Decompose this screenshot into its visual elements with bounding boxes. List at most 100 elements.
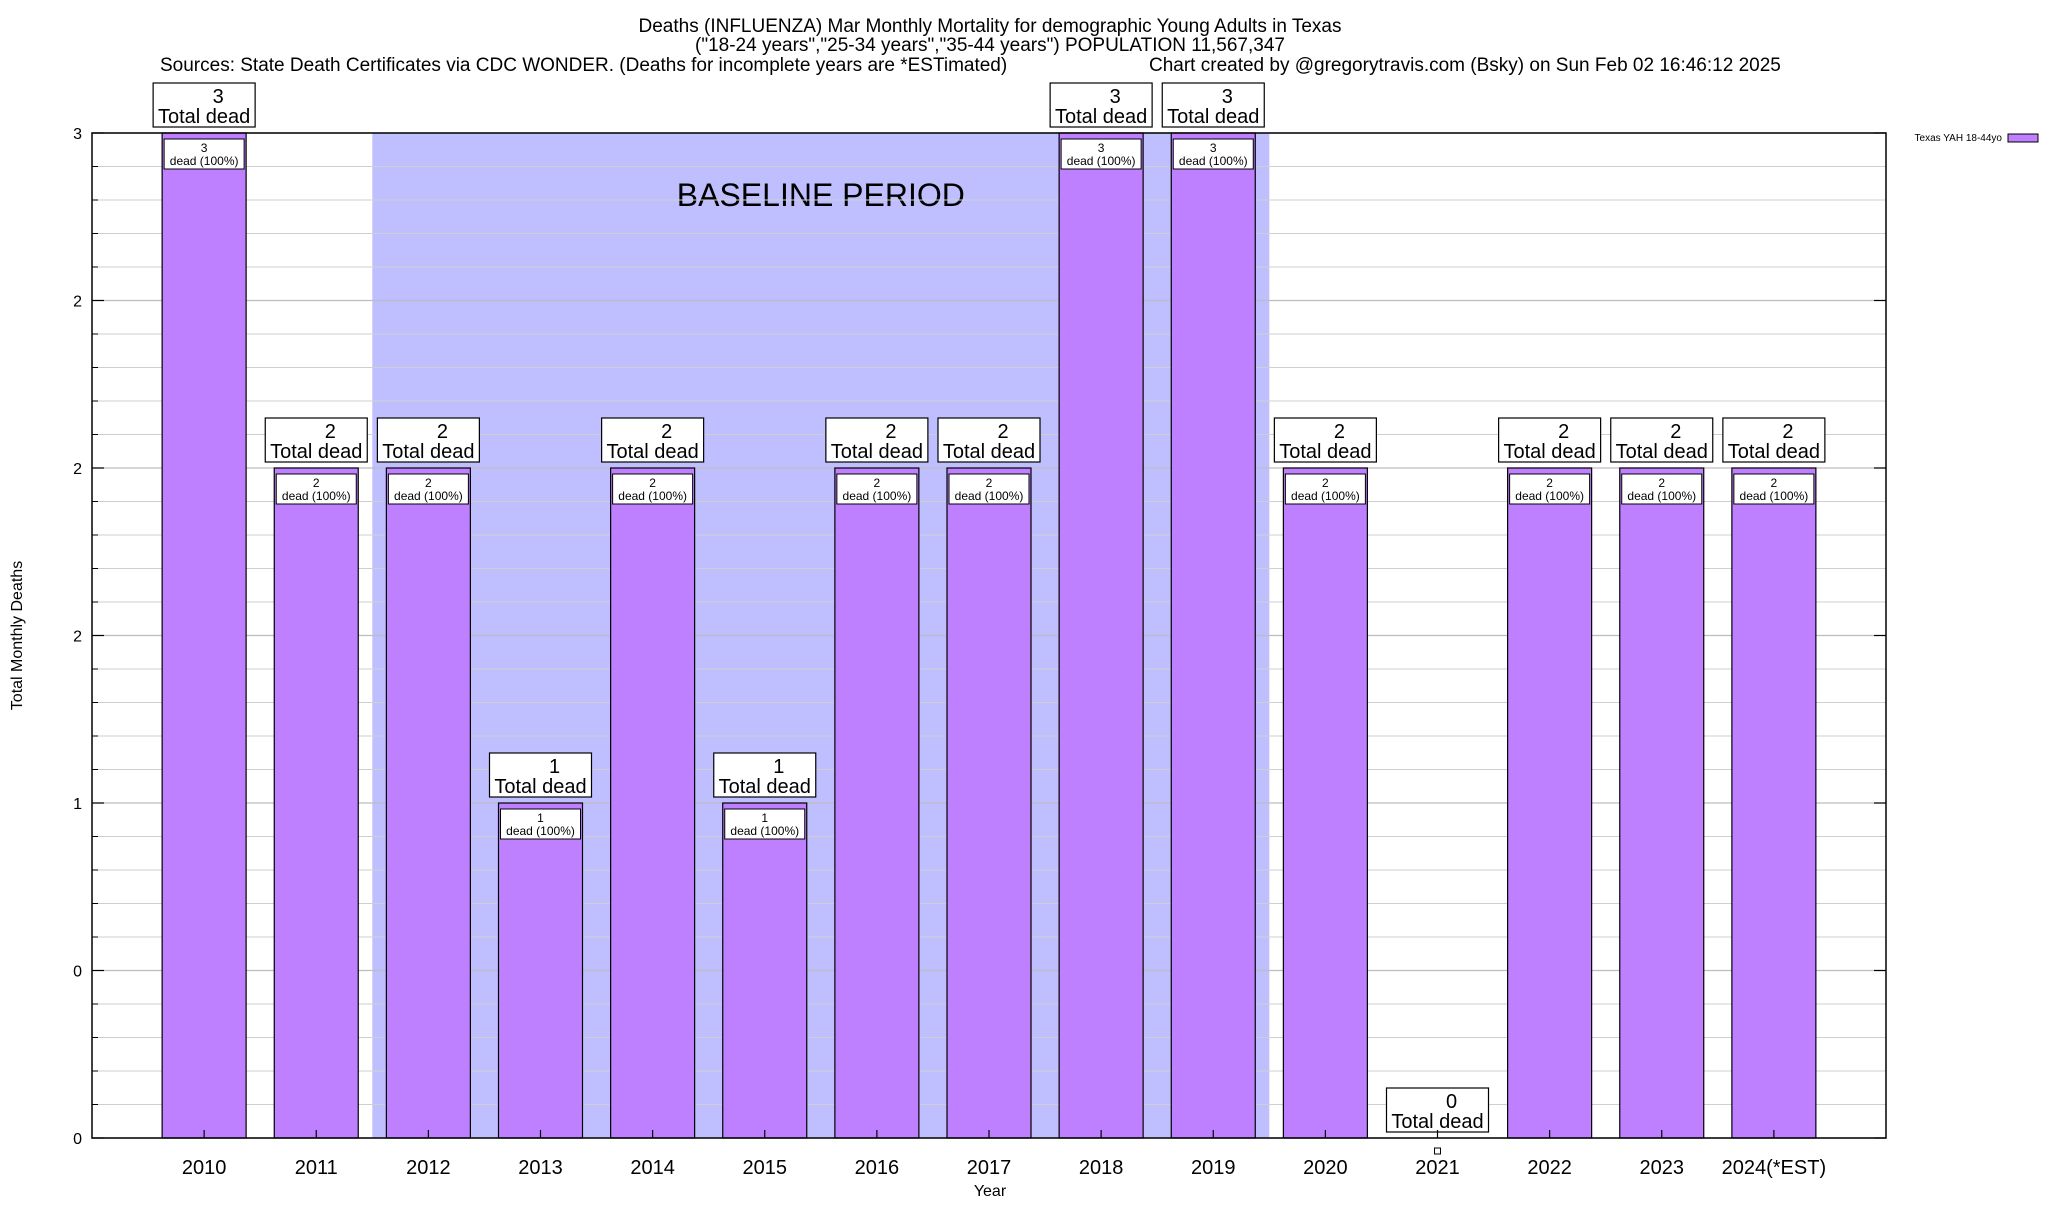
bar-inner-label: dead (100%)	[730, 824, 799, 838]
total-label: Total dead	[1279, 441, 1371, 463]
total-label: Total dead	[1728, 441, 1820, 463]
total-label-box	[1161, 82, 1265, 128]
bar-2017	[946, 467, 1032, 1139]
bar-inner-label: dead (100%)	[1179, 154, 1248, 168]
total-value: 3	[1222, 86, 1233, 108]
total-value: 2	[1334, 421, 1345, 443]
bar-2011	[273, 467, 359, 1139]
bar-2020	[1282, 467, 1368, 1139]
bar-2012	[385, 467, 471, 1139]
x-tick-label-2012: 2012	[406, 1157, 451, 1179]
bar-inner-label-box	[1284, 473, 1366, 505]
total-value: 0	[1446, 1091, 1457, 1113]
x-tick-label-2023: 2023	[1640, 1157, 1685, 1179]
bar-inner-value: 2	[1658, 476, 1665, 490]
total-label: Total dead	[494, 776, 586, 798]
bar-inner-value: 2	[1771, 476, 1778, 490]
total-label-box	[488, 752, 593, 798]
bar-inner-value: 2	[313, 476, 320, 490]
bar-inner-value: 2	[986, 476, 993, 490]
zero-marker	[1434, 1147, 1441, 1155]
bar-2015	[722, 802, 808, 1139]
total-value: 2	[885, 421, 896, 443]
bar-inner-label: dead (100%)	[955, 489, 1024, 503]
total-label-box	[1722, 417, 1826, 463]
bar-inner-label: dead (100%)	[394, 489, 463, 503]
total-label-box	[713, 752, 817, 798]
y-tick-label: 2	[73, 629, 82, 646]
total-label-box	[825, 417, 929, 463]
bar-inner-label: dead (100%)	[1740, 489, 1809, 503]
bar-inner-value: 2	[874, 476, 881, 490]
chart-title-line-1: Deaths (INFLUENZA) Mar Monthly Mortality…	[639, 16, 1342, 37]
bar-inner-value: 2	[1546, 476, 1553, 490]
x-tick-label-2016: 2016	[855, 1157, 900, 1179]
bar-inner-label-box	[163, 138, 245, 170]
y-tick-label: 0	[73, 964, 82, 981]
bar-inner-label-box	[1172, 138, 1254, 170]
y-tick-label: 2	[73, 461, 82, 478]
bar-inner-value: 2	[1322, 476, 1329, 490]
x-tick-label-2011: 2011	[295, 1157, 338, 1179]
bar-inner-value: 2	[649, 476, 656, 490]
bar-inner-label-box	[1733, 473, 1815, 505]
total-label-box	[1610, 417, 1714, 463]
total-label: Total dead	[1167, 106, 1259, 128]
x-tick-label-2013: 2013	[518, 1157, 563, 1179]
total-label-box	[152, 82, 256, 128]
bar-inner-label-box	[1621, 473, 1703, 505]
total-label: Total dead	[831, 441, 923, 463]
total-label-box	[601, 417, 705, 463]
bar-inner-label-box	[1509, 473, 1591, 505]
y-tick-label: 3	[73, 126, 82, 143]
chart-title-line-2: ("18-24 years","25-34 years","35-44 year…	[695, 35, 1285, 56]
x-tick-label-2015: 2015	[743, 1157, 788, 1179]
x-tick-label-2021: 2021	[1415, 1157, 1460, 1179]
total-label: Total dead	[943, 441, 1035, 463]
total-label-box	[1273, 417, 1377, 463]
bar-inner-label-box	[387, 473, 469, 505]
bar-2013	[497, 802, 584, 1139]
bar-inner-value: 3	[1098, 141, 1105, 155]
baseline-period-label: BASELINE PERIOD	[677, 177, 965, 213]
total-label: Total dead	[606, 441, 698, 463]
bar-2022	[1507, 467, 1593, 1139]
legend-swatch	[2007, 133, 2039, 143]
bar-inner-value: 1	[761, 811, 768, 825]
total-label: Total dead	[1503, 441, 1595, 463]
bar-inner-value: 3	[1210, 141, 1217, 155]
x-tick-label-2022: 2022	[1527, 1157, 1572, 1179]
bar-inner-label: dead (100%)	[1515, 489, 1584, 503]
x-tick-label-2024(*EST): 2024(*EST)	[1722, 1157, 1827, 1179]
total-label: Total dead	[270, 441, 362, 463]
total-label-box	[376, 417, 480, 463]
total-value: 1	[773, 756, 784, 778]
total-value: 2	[661, 421, 672, 443]
bar-inner-label-box	[836, 473, 918, 505]
bar-inner-label: dead (100%)	[1291, 489, 1360, 503]
x-tick-label-2014: 2014	[630, 1157, 675, 1179]
bar-inner-label: dead (100%)	[1067, 154, 1136, 168]
total-label: Total dead	[1616, 441, 1708, 463]
total-value: 2	[1782, 421, 1793, 443]
x-tick-label-2019: 2019	[1191, 1157, 1236, 1179]
bar-inner-label-box	[1060, 138, 1142, 170]
bar-inner-label-box	[275, 473, 357, 505]
total-value: 2	[1670, 421, 1681, 443]
bar-inner-value: 3	[201, 141, 208, 155]
bar-inner-label: dead (100%)	[1627, 489, 1696, 503]
total-value: 3	[1110, 86, 1121, 108]
x-tick-label-2018: 2018	[1079, 1157, 1124, 1179]
bar-inner-label: dead (100%)	[618, 489, 687, 503]
bar-inner-label-box	[500, 808, 581, 840]
total-value: 2	[1558, 421, 1569, 443]
y-tick-label: 1	[73, 796, 82, 813]
bar-inner-value: 2	[425, 476, 432, 490]
bar-2010	[161, 132, 247, 1139]
bar-inner-label-box	[724, 808, 806, 840]
total-value: 2	[325, 421, 336, 443]
total-value: 2	[997, 421, 1008, 443]
total-label: Total dead	[382, 441, 474, 463]
